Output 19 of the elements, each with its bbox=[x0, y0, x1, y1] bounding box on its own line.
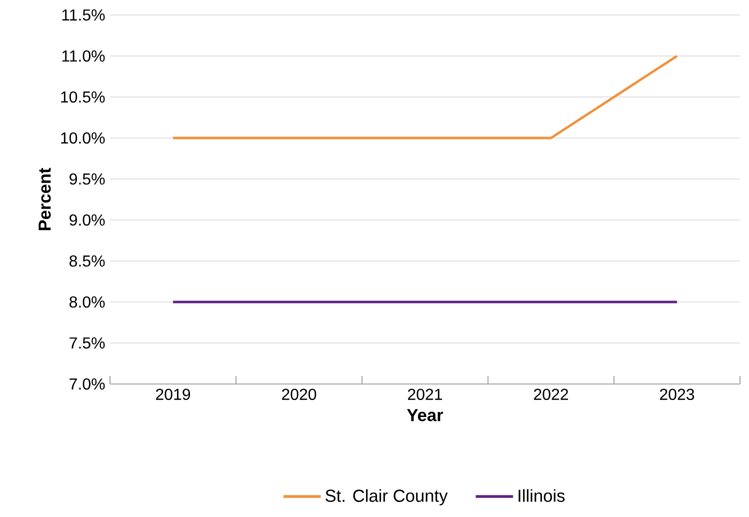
x-tick-label: 2021 bbox=[408, 388, 442, 400]
y-tick-label: 7.0% bbox=[70, 378, 105, 390]
y-tick-label: 8.5% bbox=[70, 255, 105, 267]
y-tick-label: 10.0% bbox=[61, 132, 105, 144]
x-tick-label: 2020 bbox=[282, 388, 316, 400]
y-tick-label: 9.0% bbox=[70, 214, 105, 226]
y-tick-label: 7.5% bbox=[70, 337, 105, 349]
legend-label: Illinois bbox=[518, 489, 565, 502]
y-tick-label: 9.5% bbox=[70, 173, 105, 185]
y-tick-label: 11.0% bbox=[62, 50, 105, 62]
legend-label: St. Clair County bbox=[326, 489, 448, 506]
y-tick-label: 11.5% bbox=[62, 9, 105, 21]
y-axis-title: Percent bbox=[38, 168, 51, 230]
x-tick-label: 2022 bbox=[534, 388, 568, 400]
x-axis-title: Year bbox=[406, 409, 444, 422]
x-tick-label: 2019 bbox=[156, 388, 190, 400]
y-tick-label: 10.5% bbox=[61, 91, 105, 103]
y-tick-label: 8.0% bbox=[70, 296, 105, 308]
x-tick-label: 2023 bbox=[660, 388, 694, 400]
